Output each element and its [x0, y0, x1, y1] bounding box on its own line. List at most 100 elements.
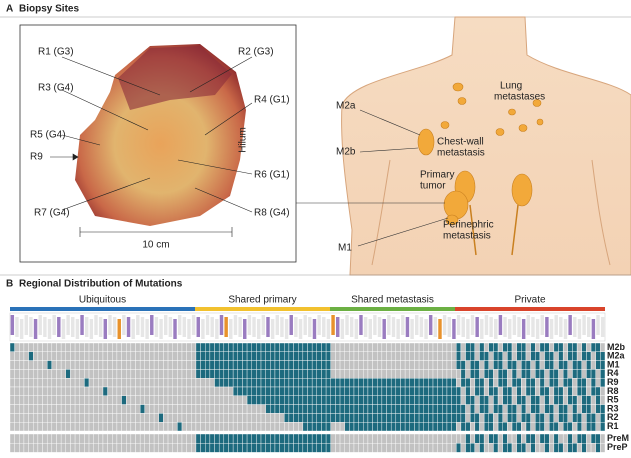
cell	[581, 378, 587, 388]
cell	[93, 342, 99, 353]
cell	[549, 342, 555, 353]
cell	[65, 369, 71, 379]
cell	[130, 422, 136, 432]
cell	[511, 378, 517, 388]
cell	[353, 386, 359, 397]
cell	[200, 386, 206, 397]
cell	[404, 395, 410, 405]
cell	[377, 395, 383, 405]
cell	[451, 443, 457, 453]
cell	[116, 422, 122, 432]
cell	[363, 413, 369, 423]
cell	[302, 413, 308, 423]
cell	[465, 351, 471, 361]
gene-tag	[489, 317, 493, 337]
cell	[418, 378, 424, 388]
cell	[51, 443, 57, 453]
cell	[576, 360, 582, 370]
cell	[23, 422, 29, 432]
cell	[56, 360, 62, 370]
cell	[84, 443, 90, 453]
cell	[372, 413, 378, 423]
cell	[256, 369, 262, 379]
cell	[321, 378, 327, 388]
cell	[456, 433, 462, 444]
cell	[251, 378, 257, 388]
anatomy-label: Lung	[500, 81, 522, 92]
cell	[56, 378, 62, 388]
cell	[186, 386, 192, 397]
cell	[321, 369, 327, 379]
cell	[186, 378, 192, 388]
cell	[414, 386, 420, 397]
row-label: R8	[607, 386, 619, 396]
cell	[363, 386, 369, 397]
cell	[493, 413, 499, 423]
scale-label: 10 cm	[142, 240, 169, 251]
cell	[51, 342, 57, 353]
cell	[483, 342, 489, 353]
cell	[218, 443, 225, 453]
cell	[144, 422, 150, 432]
cell	[344, 378, 350, 388]
cell	[242, 404, 248, 414]
cell	[84, 413, 90, 423]
cell	[428, 395, 434, 405]
cell	[553, 342, 559, 353]
cell	[558, 378, 564, 388]
cell	[581, 386, 587, 397]
cell	[274, 360, 280, 370]
cell	[84, 351, 90, 361]
cell	[446, 404, 452, 414]
gene-tag	[563, 319, 568, 339]
cell	[572, 369, 578, 379]
cell	[311, 351, 317, 361]
cell	[516, 422, 522, 432]
cell	[553, 395, 559, 405]
cell	[177, 351, 183, 361]
cell	[311, 386, 317, 397]
cell	[265, 443, 271, 453]
cell	[363, 443, 369, 453]
cell	[316, 404, 322, 414]
cell	[107, 342, 113, 353]
cell	[167, 433, 173, 444]
cell	[246, 433, 252, 444]
cell	[493, 378, 499, 388]
cell	[567, 395, 573, 405]
cell	[330, 443, 336, 453]
cell	[395, 433, 401, 444]
cell	[153, 369, 159, 379]
gene-tag	[568, 315, 572, 335]
cell	[242, 351, 248, 361]
cell	[246, 413, 252, 423]
cell	[586, 369, 592, 379]
cell	[214, 351, 220, 361]
cell	[265, 360, 271, 370]
cell	[437, 360, 443, 370]
cell	[409, 413, 415, 423]
row-label: R1	[607, 421, 619, 431]
cell	[107, 413, 113, 423]
region-label: R7 (G4)	[34, 208, 70, 219]
gene-tag	[275, 315, 280, 335]
cell	[84, 360, 90, 370]
panel-letter: A	[6, 4, 13, 15]
cell	[205, 395, 211, 405]
cell	[335, 404, 341, 414]
cell	[474, 360, 480, 370]
cell	[265, 378, 271, 388]
gene-tag	[461, 317, 465, 337]
cell	[149, 351, 155, 361]
cell	[256, 422, 262, 432]
anatomy-label: Chest-wall	[437, 137, 484, 148]
cell	[330, 342, 336, 353]
cell	[274, 404, 280, 414]
gene-tag	[280, 317, 284, 337]
cell	[28, 378, 34, 388]
gene-tag	[410, 319, 414, 339]
gene-tag	[470, 315, 475, 335]
cell	[256, 351, 262, 361]
cell	[511, 351, 517, 361]
cell	[497, 342, 503, 353]
